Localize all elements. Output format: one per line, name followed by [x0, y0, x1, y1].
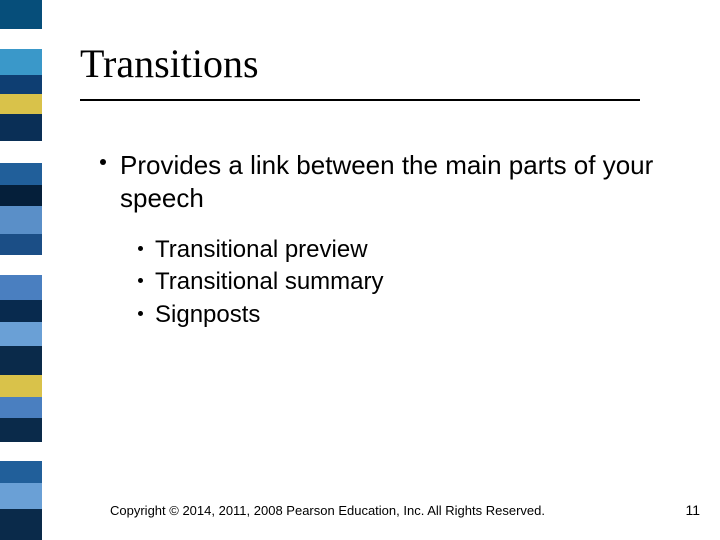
- slide-title: Transitions: [80, 40, 690, 87]
- sub-bullet-text: Signposts: [155, 299, 260, 331]
- sidebar-block: [0, 509, 42, 540]
- sidebar-block: [0, 461, 42, 483]
- sidebar-block: [0, 185, 42, 207]
- sidebar-block: [0, 442, 42, 462]
- sidebar-block: [0, 397, 42, 419]
- sub-bullet-item: Transitional preview: [138, 234, 690, 266]
- sidebar-block: [0, 275, 42, 301]
- sub-bullet-item: Signposts: [138, 299, 690, 331]
- sidebar-block: [0, 141, 42, 163]
- sidebar-block: [0, 300, 42, 322]
- sidebar-block: [0, 114, 42, 141]
- slide-content: Transitions Provides a link between the …: [80, 40, 690, 331]
- sub-bullet-text: Transitional preview: [155, 234, 368, 266]
- sidebar-block: [0, 346, 42, 375]
- title-underline: [80, 99, 640, 101]
- sidebar-block: [0, 255, 42, 275]
- sidebar-block: [0, 163, 42, 185]
- copyright-text: Copyright © 2014, 2011, 2008 Pearson Edu…: [110, 503, 545, 518]
- sidebar-block: [0, 483, 42, 509]
- page-number: 11: [685, 502, 700, 518]
- sidebar-block: [0, 94, 42, 114]
- bullet-dot: [138, 246, 143, 251]
- sidebar-block: [0, 206, 42, 233]
- sidebar-block: [0, 322, 42, 346]
- sidebar-block: [0, 418, 42, 442]
- sidebar-block: [0, 29, 42, 49]
- slide-footer: Copyright © 2014, 2011, 2008 Pearson Edu…: [110, 502, 700, 518]
- sub-bullet-text: Transitional summary: [155, 266, 384, 298]
- bullet-dot: [100, 159, 106, 165]
- sidebar-block: [0, 75, 42, 95]
- sidebar-block: [0, 375, 42, 397]
- decorative-sidebar: [0, 0, 42, 540]
- sidebar-block: [0, 234, 42, 256]
- main-bullet: Provides a link between the main parts o…: [100, 149, 690, 214]
- bullet-dot: [138, 311, 143, 316]
- bullet-dot: [138, 278, 143, 283]
- main-bullet-text: Provides a link between the main parts o…: [120, 149, 690, 214]
- sub-bullet-item: Transitional summary: [138, 266, 690, 298]
- sub-bullet-list: Transitional previewTransitional summary…: [138, 234, 690, 331]
- sidebar-block: [0, 49, 42, 75]
- sidebar-block: [0, 0, 42, 29]
